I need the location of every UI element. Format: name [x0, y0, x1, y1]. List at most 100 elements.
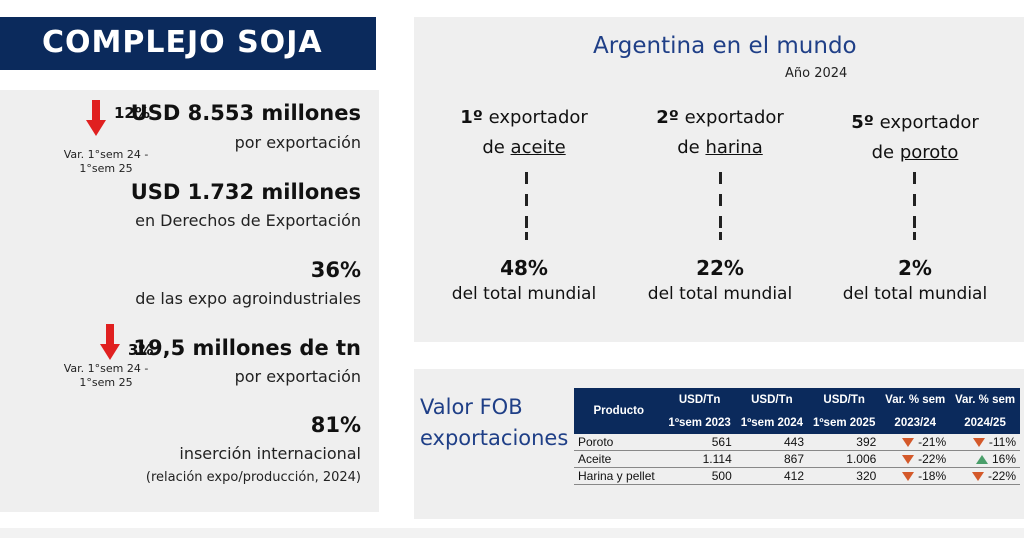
title-banner [0, 17, 376, 70]
argentina-year: Año 2024 [785, 66, 848, 81]
fob-title: Valor FOB exportaciones [420, 392, 568, 454]
ranking-product: harina [705, 137, 763, 158]
cell-value: 443 [735, 434, 809, 451]
cell-value: 500 [663, 467, 736, 485]
variation-label-line1: Var. 1°sem 24 - [63, 362, 149, 375]
cell-value: 1.006 [808, 450, 881, 468]
triangle-down-icon [902, 455, 915, 465]
fob-title-line2: exportaciones [420, 426, 569, 450]
variation-label-line2: 1°sem 25 [79, 376, 133, 389]
ranking-word: exportador [488, 107, 588, 128]
ranking-word: exportador [684, 107, 784, 128]
col-subheader-var1: 2023/24 [880, 411, 951, 434]
triangle-down-icon [902, 438, 915, 448]
tonnage-label: por exportación [234, 367, 361, 386]
ranking-heading: 5º exportador [815, 108, 1015, 138]
table-row: Harina y pellet 500 412 320 -18% -22% [574, 467, 1020, 485]
ranking-position: 2º [656, 107, 679, 128]
ranking-position: 5º [851, 112, 874, 133]
col-header-var2: Var. % sem [950, 388, 1020, 411]
bottom-strip [0, 528, 1024, 538]
ranking-column-poroto: 5º exportador de poroto [815, 108, 1015, 168]
cell-variation: -18% [880, 467, 951, 485]
export-value: USD 8.553 millones [130, 101, 361, 125]
share-label: del total mundial [451, 284, 597, 304]
agro-share-value: 36% [310, 258, 361, 282]
col-header-var1: Var. % sem [880, 388, 951, 411]
page-title: COMPLEJO SOJA [42, 25, 323, 60]
ranking-product-line: de aceite [424, 133, 624, 163]
table-header-row: Producto USD/Tn USD/Tn USD/Tn Var. % sem… [574, 388, 1020, 434]
ranking-prep: de [482, 137, 505, 158]
table-row: Poroto 561 443 392 -21% -11% [574, 434, 1020, 451]
insertion-label: inserción internacional [179, 444, 361, 463]
agro-share-label: de las expo agroindustriales [135, 289, 361, 308]
table-header-row: 1ºsem 2023 1ºsem 2024 1ºsem 2025 2023/24… [574, 411, 1020, 434]
col-subheader-2025: 1ºsem 2025 [808, 411, 881, 434]
ranking-product-line: de harina [620, 133, 820, 163]
triangle-down-icon [972, 438, 985, 448]
variation-value: -18% [918, 469, 947, 483]
col-subheader-var2: 2024/25 [950, 411, 1020, 434]
table-row: Aceite 1.114 867 1.006 -22% 16% [574, 450, 1020, 468]
share-poroto: 2% del total mundial [815, 256, 1015, 304]
variation-value: 16% [991, 452, 1016, 466]
ranking-column-harina: 2º exportador de harina [620, 103, 820, 163]
cell-variation: -22% [950, 467, 1020, 485]
cell-value: 867 [735, 450, 809, 468]
ranking-heading: 2º exportador [620, 103, 820, 133]
share-harina: 22% del total mundial [620, 256, 820, 304]
triangle-down-icon [971, 472, 984, 482]
summary-panel: 12% Var. 1°sem 24 - 1°sem 25 USD 8.553 m… [0, 90, 379, 512]
insertion-note: (relación expo/producción, 2024) [145, 470, 361, 485]
share-pct: 22% [696, 256, 744, 280]
share-aceite: 48% del total mundial [424, 256, 624, 304]
share-label: del total mundial [647, 284, 793, 304]
triangle-up-icon [975, 455, 988, 465]
tonnage-value: 19,5 millones de tn [133, 336, 361, 360]
cell-value: 412 [735, 467, 809, 485]
ranking-word: exportador [879, 112, 979, 133]
insertion-value: 81% [310, 413, 361, 437]
argentina-title: Argentina en el mundo [593, 33, 857, 59]
ranking-prep: de [871, 142, 895, 163]
col-subheader-2023: 1ºsem 2023 [663, 411, 736, 434]
tonnage-change-pct: 3% [128, 341, 154, 359]
cell-value: 392 [808, 434, 881, 451]
variation-label-line2: 1°sem 25 [79, 162, 133, 175]
fob-title-line1: Valor FOB [420, 395, 523, 419]
variation-value: -22% [987, 469, 1016, 483]
ranking-heading: 1º exportador [424, 103, 624, 133]
ranking-position: 1º [460, 107, 483, 128]
ranking-prep: de [677, 137, 700, 158]
cell-product: Poroto [574, 434, 664, 451]
down-arrow-icon [86, 100, 106, 136]
cell-variation: -11% [950, 434, 1020, 451]
col-subheader-2024: 1ºsem 2024 [735, 411, 809, 434]
variation-value: -22% [918, 452, 947, 466]
variation-label: Var. 1°sem 24 - 1°sem 25 [52, 362, 160, 390]
fob-table: Producto USD/Tn USD/Tn USD/Tn Var. % sem… [574, 388, 1020, 485]
col-header-product: Producto [574, 388, 664, 434]
cell-variation: 16% [950, 450, 1020, 468]
cell-product: Aceite [574, 450, 664, 468]
cell-value: 561 [663, 434, 736, 451]
cell-value: 320 [808, 467, 881, 485]
col-header-2025: USD/Tn [808, 388, 881, 411]
cell-variation: -21% [880, 434, 951, 451]
ranking-product: aceite [510, 137, 566, 158]
ranking-product: poroto [899, 142, 959, 163]
variation-value: -21% [918, 435, 947, 449]
col-header-2024: USD/Tn [735, 388, 809, 411]
ranking-product-line: de poroto [815, 138, 1015, 168]
triangle-down-icon [902, 472, 915, 482]
variation-label-line1: Var. 1°sem 24 - [63, 148, 149, 161]
ranking-column-aceite: 1º exportador de aceite [424, 103, 624, 163]
cell-variation: -22% [880, 450, 951, 468]
down-arrow-icon [100, 324, 120, 360]
duties-label: en Derechos de Exportación [135, 211, 361, 230]
share-pct: 48% [500, 256, 548, 280]
variation-label: Var. 1°sem 24 - 1°sem 25 [52, 148, 160, 176]
cell-product: Harina y pellet [574, 467, 664, 485]
cell-value: 1.114 [663, 450, 736, 468]
